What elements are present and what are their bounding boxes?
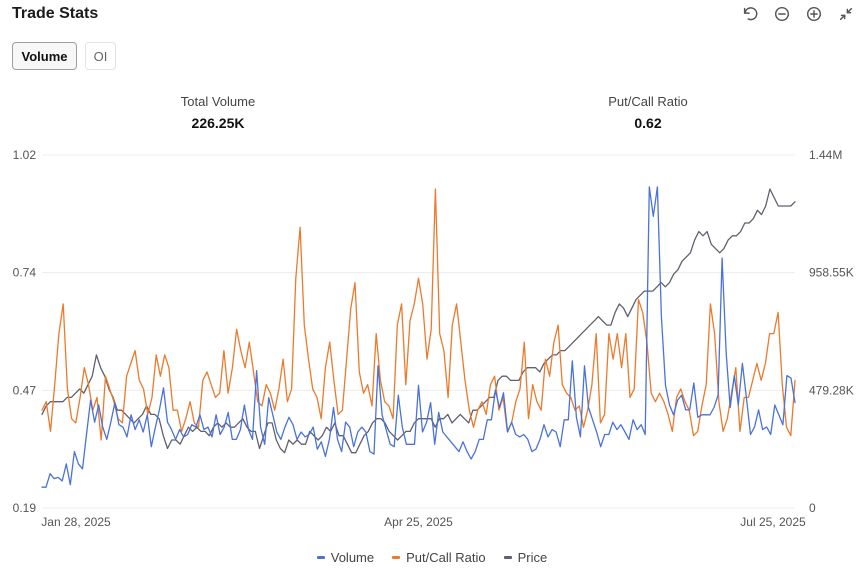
put-call-ratio-swatch <box>392 556 401 559</box>
total-volume-label: Total Volume <box>180 94 256 109</box>
total-volume-stat: Total Volume 226.25K <box>148 94 288 131</box>
put-call-ratio-value: 0.62 <box>634 115 662 131</box>
x-tick-label: Jan 28, 2025 <box>41 515 111 529</box>
put-call-ratio-series-line[interactable] <box>41 188 796 441</box>
volume-toggle-button[interactable]: Volume <box>12 42 77 70</box>
y-left-tick-label: 0.47 <box>13 383 37 397</box>
y-left-tick-label: 0.19 <box>13 501 37 515</box>
collapse-icon <box>839 7 853 21</box>
undo-icon <box>743 7 758 21</box>
legend-volume-label: Volume <box>330 550 375 565</box>
volume-series-line[interactable] <box>41 186 796 488</box>
total-volume-value: 226.25K <box>191 115 245 131</box>
metric-toggle: Volume OI <box>12 42 116 70</box>
y-right-tick-label: 479.28K <box>809 383 854 397</box>
put-call-ratio-stat: Put/Call Ratio 0.62 <box>578 94 718 131</box>
collapse-button[interactable] <box>836 4 856 24</box>
x-tick-label: Jul 25, 2025 <box>740 515 806 529</box>
legend-item-price[interactable]: Price <box>503 550 548 565</box>
y-right-tick-label: 958.55K <box>809 266 854 280</box>
y-right-tick-label: 0 <box>809 501 816 515</box>
trade-stats-chart[interactable]: 1.02 1.44M 0.74 958.55K 0.47 479.28K 0.19 0 Jan … <box>0 0 864 545</box>
zoom-out-icon <box>774 6 790 22</box>
volume-swatch <box>316 556 325 559</box>
legend-put-call-ratio-label: Put/Call Ratio <box>406 550 486 565</box>
legend-item-put-call-ratio[interactable]: Put/Call Ratio <box>392 550 486 565</box>
put-call-ratio-label: Put/Call Ratio <box>608 94 688 109</box>
y-left-tick-label: 1.02 <box>13 148 37 162</box>
legend-item-volume[interactable]: Volume <box>316 550 375 565</box>
x-tick-label: Apr 25, 2025 <box>384 515 453 529</box>
price-swatch <box>503 556 512 559</box>
price-series-line[interactable] <box>41 188 796 454</box>
chart-toolbar <box>740 4 856 24</box>
zoom-in-icon <box>806 6 822 22</box>
zoom-in-button[interactable] <box>804 4 824 24</box>
chart-legend: Volume Put/Call Ratio Price <box>0 550 864 565</box>
page-title: Trade Stats <box>12 5 99 22</box>
legend-price-label: Price <box>517 550 548 565</box>
oi-toggle-button[interactable]: OI <box>85 42 116 70</box>
y-right-tick-label: 1.44M <box>809 148 842 162</box>
y-left-tick-label: 0.74 <box>13 266 37 280</box>
undo-button[interactable] <box>740 4 760 24</box>
zoom-out-button[interactable] <box>772 4 792 24</box>
